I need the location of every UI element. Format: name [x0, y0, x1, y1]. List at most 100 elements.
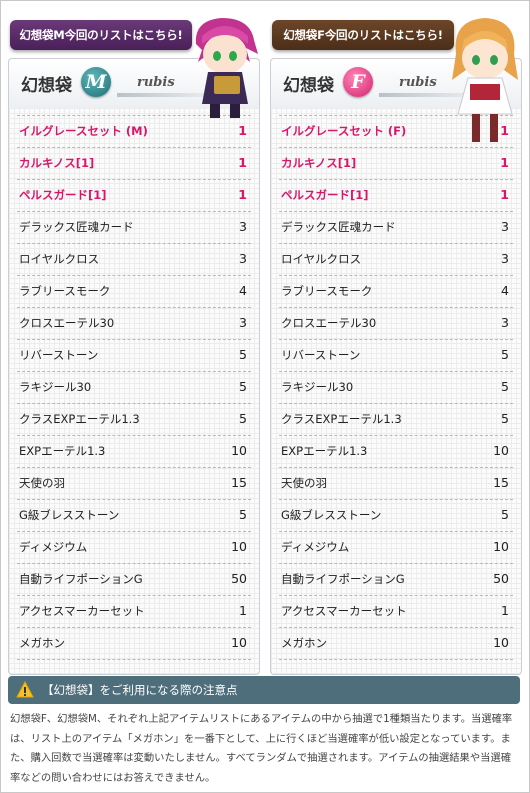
- bag-f-brand-logo: rubis: [399, 75, 437, 90]
- item-row: EXPエーテル1.3 10: [279, 435, 513, 467]
- item-row: 天使の羽 15: [17, 467, 251, 499]
- item-quantity: 10: [231, 443, 247, 458]
- item-name: 天使の羽: [19, 476, 65, 490]
- warning-icon: [16, 681, 34, 698]
- bag-f-title: 幻想袋: [283, 76, 334, 96]
- item-row: ラキジール30 5: [17, 371, 251, 403]
- brand-underline: [379, 93, 475, 97]
- item-quantity: 1: [239, 603, 247, 618]
- item-name: G級ブレスストーン: [281, 508, 382, 522]
- item-row: ラキジール30 5: [279, 371, 513, 403]
- item-name: イルグレースセット (F): [281, 124, 407, 138]
- item-row: ディメジウム 10: [279, 531, 513, 563]
- item-quantity: 10: [493, 539, 509, 554]
- item-name: メガホン: [281, 636, 327, 650]
- brand-underline: [117, 93, 213, 97]
- item-row: デラックス匠魂カード 3: [279, 211, 513, 243]
- item-quantity: 1: [501, 603, 509, 618]
- item-quantity: 3: [501, 251, 509, 266]
- item-row: クロスエーテル30 3: [279, 307, 513, 339]
- bag-m-item-list: イルグレースセット (M) 1 カルキノス[1] 1 ペルスガード[1] 1 デラックス匠魂…: [8, 108, 260, 675]
- item-name: ロイヤルクロス: [19, 252, 100, 266]
- bag-m-letter-badge: M: [81, 67, 111, 97]
- item-quantity: 50: [231, 571, 247, 586]
- item-quantity: 3: [239, 251, 247, 266]
- item-row: リバーストーン 5: [17, 339, 251, 371]
- item-row: ディメジウム 10: [17, 531, 251, 563]
- item-quantity: 3: [501, 315, 509, 330]
- item-row: デラックス匠魂カード 3: [17, 211, 251, 243]
- item-row: ラブリースモーク 4: [17, 275, 251, 307]
- bag-f-item-list: イルグレースセット (F) 1 カルキノス[1] 1 ペルスガード[1] 1 デラックス匠魂…: [270, 108, 522, 675]
- item-quantity: 1: [238, 187, 247, 202]
- notice-body: 幻想袋F、幻想袋M、それぞれ上記アイテムリストにあるアイテムの中から抽選で1種類…: [10, 713, 513, 784]
- item-name: ラキジール30: [281, 380, 354, 394]
- bag-m-brand-logo: rubis: [137, 75, 175, 90]
- item-quantity: 5: [239, 507, 247, 522]
- item-row: クロスエーテル30 3: [17, 307, 251, 339]
- item-row: カルキノス[1] 1: [17, 147, 251, 179]
- item-quantity: 5: [501, 379, 509, 394]
- item-name: ラブリースモーク: [19, 284, 111, 298]
- item-row: G級ブレスストーン 5: [17, 499, 251, 531]
- item-quantity: 50: [493, 571, 509, 586]
- item-row: ペルスガード[1] 1: [279, 179, 513, 211]
- item-name: メガホン: [19, 636, 65, 650]
- item-quantity: 4: [501, 283, 509, 298]
- item-quantity: 15: [493, 475, 509, 490]
- item-name: クラスEXPエーテル1.3: [19, 412, 140, 426]
- item-row: イルグレースセット (F) 1: [279, 115, 513, 147]
- item-row: ペルスガード[1] 1: [17, 179, 251, 211]
- notice-title: 【幻想袋】をご利用になる際の注意点: [42, 683, 238, 697]
- item-quantity: 5: [239, 347, 247, 362]
- item-name: イルグレースセット (M): [19, 124, 148, 138]
- character-f-illustration: [452, 18, 518, 142]
- item-quantity: 3: [239, 219, 247, 234]
- item-row: ロイヤルクロス 3: [17, 243, 251, 275]
- item-name: クロスエーテル30: [19, 316, 115, 330]
- item-name: クラスEXPエーテル1.3: [281, 412, 402, 426]
- item-quantity: 5: [501, 411, 509, 426]
- item-name: ペルスガード[1]: [281, 188, 369, 202]
- item-row: アクセスマーカーセット 1: [279, 595, 513, 627]
- item-quantity: 1: [238, 155, 247, 170]
- item-row: 自動ライフポーションG 50: [279, 563, 513, 595]
- item-row: アクセスマーカーセット 1: [17, 595, 251, 627]
- item-row: クラスEXPエーテル1.3 5: [17, 403, 251, 435]
- item-row: イルグレースセット (M) 1: [17, 115, 251, 147]
- notice-header: 【幻想袋】をご利用になる際の注意点: [8, 676, 520, 704]
- item-row: G級ブレスストーン 5: [279, 499, 513, 531]
- item-name: ラブリースモーク: [281, 284, 373, 298]
- item-row: EXPエーテル1.3 10: [17, 435, 251, 467]
- item-name: ディメジウム: [281, 540, 350, 554]
- item-quantity: 5: [501, 507, 509, 522]
- item-quantity: 4: [239, 283, 247, 298]
- item-name: 自動ライフポーションG: [19, 572, 143, 586]
- item-row: クラスEXPエーテル1.3 5: [279, 403, 513, 435]
- item-quantity: 5: [239, 379, 247, 394]
- bag-f-rows: イルグレースセット (F) 1 カルキノス[1] 1 ペルスガード[1] 1 デラックス匠魂…: [279, 115, 513, 660]
- item-row: カルキノス[1] 1: [279, 147, 513, 179]
- character-m-illustration: [195, 18, 258, 118]
- item-name: EXPエーテル1.3: [19, 444, 106, 458]
- bag-m-title: 幻想袋: [21, 76, 72, 96]
- item-name: ペルスガード[1]: [19, 188, 107, 202]
- item-row: ラブリースモーク 4: [279, 275, 513, 307]
- bag-f-list-tab[interactable]: 幻想袋F今回のリストはこちら!: [272, 20, 454, 50]
- bag-m-list-tab[interactable]: 幻想袋M今回のリストはこちら!: [10, 20, 192, 50]
- item-name: 自動ライフポーションG: [281, 572, 405, 586]
- item-quantity: 10: [493, 635, 509, 650]
- item-name: カルキノス[1]: [281, 156, 357, 170]
- item-name: クロスエーテル30: [281, 316, 377, 330]
- item-quantity: 10: [231, 539, 247, 554]
- item-row: リバーストーン 5: [279, 339, 513, 371]
- item-name: 天使の羽: [281, 476, 327, 490]
- item-name: アクセスマーカーセット: [281, 604, 407, 618]
- item-name: ロイヤルクロス: [281, 252, 362, 266]
- bag-m-rows: イルグレースセット (M) 1 カルキノス[1] 1 ペルスガード[1] 1 デラックス匠魂…: [17, 115, 251, 660]
- item-name: リバーストーン: [19, 348, 99, 362]
- item-quantity: 1: [238, 123, 247, 138]
- item-quantity: 1: [500, 155, 509, 170]
- item-quantity: 1: [500, 123, 509, 138]
- item-quantity: 10: [231, 635, 247, 650]
